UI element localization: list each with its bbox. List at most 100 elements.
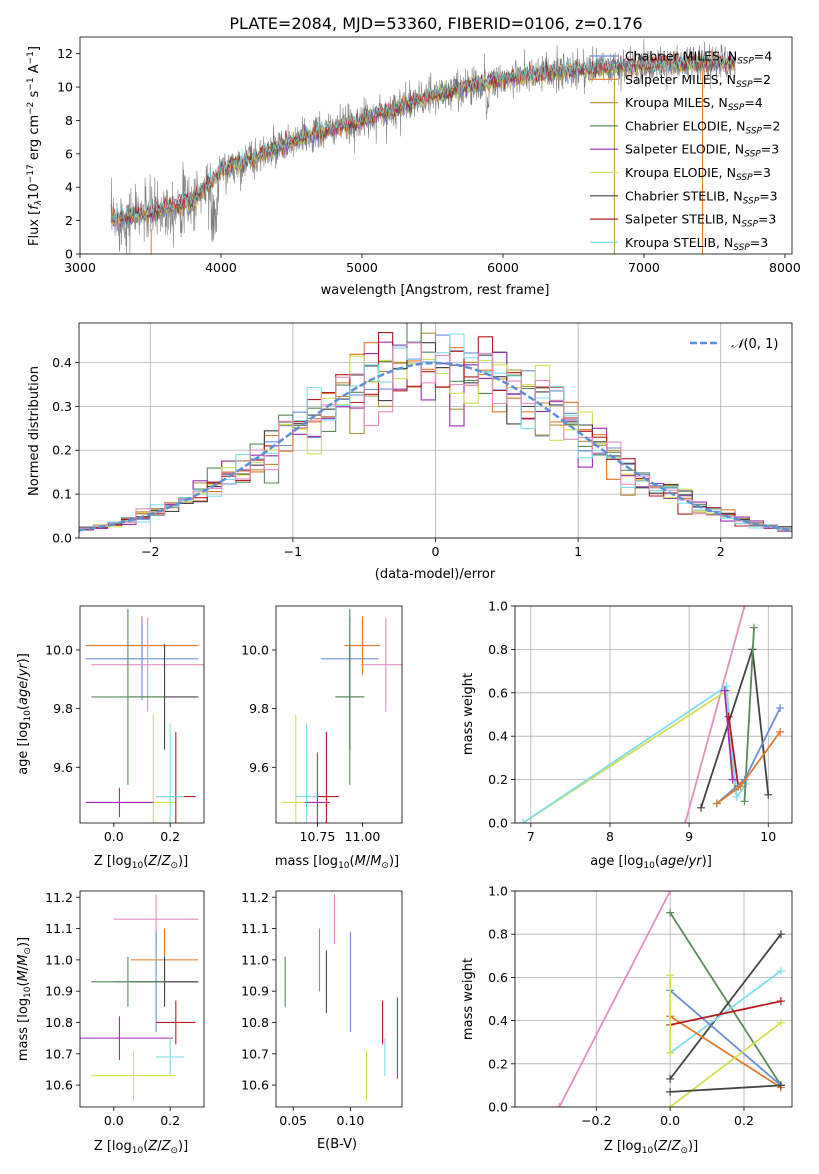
weight-lines <box>518 606 785 823</box>
errorbars <box>281 608 402 823</box>
figure-title: PLATE=2084, MJD=53360, FIBERID=0106, z=0… <box>229 14 642 33</box>
legend-label-text: Kroupa STELIB, N <box>625 235 733 250</box>
legend-label-text: Chabrier ELODIE, N <box>625 118 745 133</box>
legend-label-val: =2 <box>753 72 771 87</box>
y-tick-label: 8 <box>65 113 73 128</box>
axes-frame <box>275 890 403 1108</box>
weight-marker <box>666 1087 675 1096</box>
axes-frame <box>79 890 205 1108</box>
weight-marker <box>666 891 675 895</box>
hist-traces <box>79 323 792 534</box>
errorbars <box>80 894 199 1101</box>
y-tick-label: 9.6 <box>249 760 269 775</box>
errorbars <box>284 894 398 1101</box>
spectrum-traces <box>110 38 736 254</box>
x-tick-label: 0.0 <box>104 829 124 844</box>
legend-label: Kroupa ELODIE, NSSP=3 <box>625 165 771 183</box>
weight-marker <box>776 727 785 736</box>
legend-label-val: =4 <box>754 49 772 64</box>
wAge-xlabel: age [log10(age/yr)] <box>590 854 712 871</box>
y-tick-label: 12 <box>57 46 73 61</box>
y-tick-label: 0.2 <box>52 443 72 458</box>
weight-lines <box>555 891 785 1107</box>
weight-series <box>669 989 782 1087</box>
y-tick-label: 1.0 <box>488 599 508 614</box>
weight-marker <box>732 792 741 801</box>
y-tick-label: 10 <box>57 80 73 95</box>
massZ-ylabel: mass [log10(M/M⊙)] <box>16 937 33 1061</box>
weight-marker <box>681 819 690 823</box>
legend-label-sub: SSP <box>733 243 750 253</box>
y-tick-label: 10.7 <box>45 1046 73 1061</box>
x-tick-label: 8 <box>606 829 614 844</box>
hist-step <box>79 342 792 532</box>
axes-frame <box>514 605 793 824</box>
legend-label-normal: 𝒩(0, 1) <box>731 337 778 352</box>
legend-label-val: =3 <box>761 142 779 157</box>
x-tick-label: 10.75 <box>300 829 336 844</box>
x-tick-label: 11.00 <box>345 829 381 844</box>
y-tick-label: 0.1 <box>52 487 72 502</box>
legend-label-val: =4 <box>744 95 762 110</box>
weight-series <box>669 933 782 1080</box>
x-tick-label: 0 <box>432 544 440 559</box>
legend-label: Salpeter STELIB, NSSP=3 <box>625 212 776 230</box>
spectrum-ylabel: Flux [fλ10−17 erg cm−2 s−1 A−1] <box>26 46 44 246</box>
y-tick-label: 1.0 <box>488 884 508 899</box>
ageZ-xlabel: Z [log10(Z/Z⊙)] <box>94 854 188 871</box>
y-tick-label: 10.6 <box>241 1078 269 1093</box>
y-tick-label: 0.2 <box>488 772 508 787</box>
weight-marker <box>555 1103 564 1107</box>
legend-label-val: =3 <box>750 235 768 250</box>
x-tick-label: 3000 <box>64 260 96 275</box>
axes-frame <box>79 605 205 824</box>
weight-series <box>743 627 755 802</box>
y-tick-label: 11.2 <box>45 890 73 905</box>
weight-series <box>669 1000 782 1026</box>
x-tick-label: 1 <box>574 544 582 559</box>
axes-frame <box>514 890 793 1108</box>
legend-label-val: =2 <box>762 118 780 133</box>
weight-marker <box>712 799 721 808</box>
hist-legend: 𝒩(0, 1) <box>690 337 778 352</box>
weight-vs-metallicity-plot: −0.2 0.0 0.2 0.0 0.2 0.4 0.6 0.8 1.0 <box>488 884 793 1128</box>
weight-marker <box>728 775 737 784</box>
weight-marker <box>696 803 705 812</box>
legend-label-text: Salpeter STELIB, N <box>625 212 741 227</box>
legend-label: Chabrier STELIB, NSSP=3 <box>625 188 778 206</box>
legend-label: Salpeter MILES, NSSP=2 <box>625 72 771 90</box>
legend-label-sub: SSP <box>736 80 753 90</box>
legend-label-val: =3 <box>758 212 776 227</box>
model-spectrum <box>110 53 736 226</box>
legend-label: Chabrier ELODIE, NSSP=2 <box>625 118 780 136</box>
weight-series <box>558 891 671 1107</box>
y-tick-label: 0.4 <box>488 1013 508 1028</box>
weight-marker <box>736 782 745 791</box>
y-tick-label: 11.0 <box>45 952 73 967</box>
x-tick-label: 9 <box>685 829 693 844</box>
y-tick-label: 9.6 <box>53 760 73 775</box>
weight-marker <box>776 1081 785 1090</box>
y-tick-label: 0.4 <box>52 355 72 370</box>
weight-marker <box>776 966 785 975</box>
legend-label-sub: SSP <box>745 126 762 136</box>
legend-label-val: =3 <box>753 165 771 180</box>
data-spectrum <box>110 38 736 254</box>
legend-label-text: Salpeter MILES, N <box>625 72 736 87</box>
y-tick-label: 2 <box>65 213 73 228</box>
x-tick-label: 0.05 <box>279 1113 307 1128</box>
age-vs-metallicity-plot: 0.0 0.2 9.6 9.8 10.0 <box>45 605 205 844</box>
x-tick-label: 0.0 <box>104 1113 124 1128</box>
y-tick-label: 6 <box>65 146 73 161</box>
axes-frame <box>79 36 793 255</box>
x-tick-label: 0.10 <box>337 1113 365 1128</box>
weight-series <box>669 1022 782 1107</box>
x-tick-label: 5000 <box>346 260 378 275</box>
legend-label-text: Salpeter ELODIE, N <box>625 142 744 157</box>
weight-marker <box>724 712 733 721</box>
y-tick-label: 0.6 <box>488 685 508 700</box>
weight-marker <box>740 606 749 610</box>
weight-marker <box>776 1018 785 1027</box>
x-tick-label: 7000 <box>628 260 660 275</box>
